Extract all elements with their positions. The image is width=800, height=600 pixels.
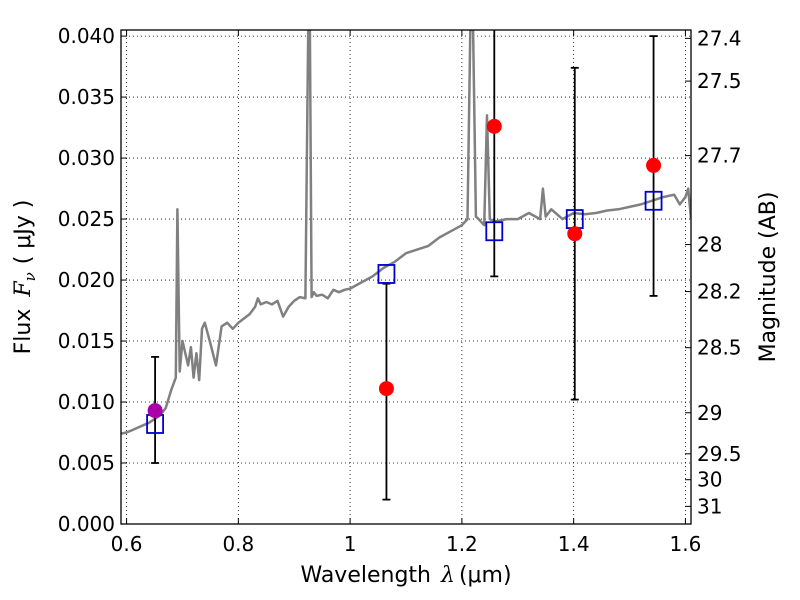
spectrum-line	[121, 30, 691, 435]
x-axis-title-unit: (μm)	[459, 563, 512, 588]
y2-tick-label-8: 30	[697, 468, 722, 492]
model-square-2	[485, 221, 504, 242]
y-tick-label-6: 0.030	[58, 146, 115, 170]
y-tick-label-8: 0.040	[58, 24, 115, 48]
model-square-1	[377, 264, 396, 284]
x-axis-title-text: Wavelength	[300, 563, 431, 588]
y-axis-title-text: Flux	[11, 309, 36, 355]
y2-tick-label-0: 27.4	[697, 26, 742, 50]
y-axis-title-subscript: ν	[21, 272, 39, 281]
x-tick-label-5: 1.6	[670, 532, 702, 556]
ticks	[121, 30, 691, 525]
x-tick-label-0: 0.6	[111, 532, 143, 556]
y-tick-label-5: 0.025	[58, 207, 115, 231]
y-tick-label-3: 0.015	[58, 329, 115, 353]
data-point-2-2	[567, 226, 583, 242]
plot-frame	[120, 29, 692, 525]
y-tick-label-2: 0.010	[58, 390, 115, 414]
x-axis-title: Wavelength λ (μm)	[300, 563, 511, 588]
tick-labels: 0.6 0.8 1 1.2 1.4 1.6 0.000 0.005 0.010 0.015 0.02…	[58, 24, 742, 556]
y-tick-label-4: 0.020	[58, 268, 115, 292]
y2-tick-label-5: 28.5	[697, 336, 742, 360]
markers	[146, 118, 663, 434]
plot-layer	[121, 30, 691, 435]
y-tick-label-7: 0.035	[58, 85, 115, 109]
y2-tick-label-9: 31	[697, 494, 722, 518]
y-axis-title: Flux Fν ( μJy )	[11, 200, 39, 355]
x-tick-label-1: 0.8	[222, 532, 254, 556]
y2-axis-title: Magnitude (AB)	[756, 192, 781, 363]
y-tick-label-1: 0.005	[58, 451, 115, 475]
y-tick-label-0: 0.000	[58, 512, 115, 536]
y-axis-title-unit: ( μJy )	[11, 200, 36, 265]
data-point-2-0	[378, 381, 394, 397]
y2-tick-label-1: 27.5	[697, 69, 742, 93]
model-square-4	[644, 190, 663, 211]
y2-tick-label-2: 27.7	[697, 144, 742, 168]
x-tick-label-4: 1.4	[558, 532, 590, 556]
plot-area	[121, 30, 691, 524]
data-point-2-3	[646, 157, 662, 173]
y2-tick-label-6: 29	[697, 401, 722, 425]
y-axis-title-symbol: F	[11, 281, 36, 298]
x-axis-title-symbol: λ	[440, 563, 455, 588]
data-point-3-0	[147, 403, 163, 419]
data-point-2-1	[486, 118, 502, 134]
y2-tick-label-3: 28	[697, 233, 722, 257]
y2-tick-label-7: 29.5	[697, 442, 742, 466]
x-tick-label-3: 1.2	[446, 532, 478, 556]
y2-tick-label-4: 28.2	[697, 280, 742, 304]
x-tick-label-2: 1	[344, 532, 357, 556]
